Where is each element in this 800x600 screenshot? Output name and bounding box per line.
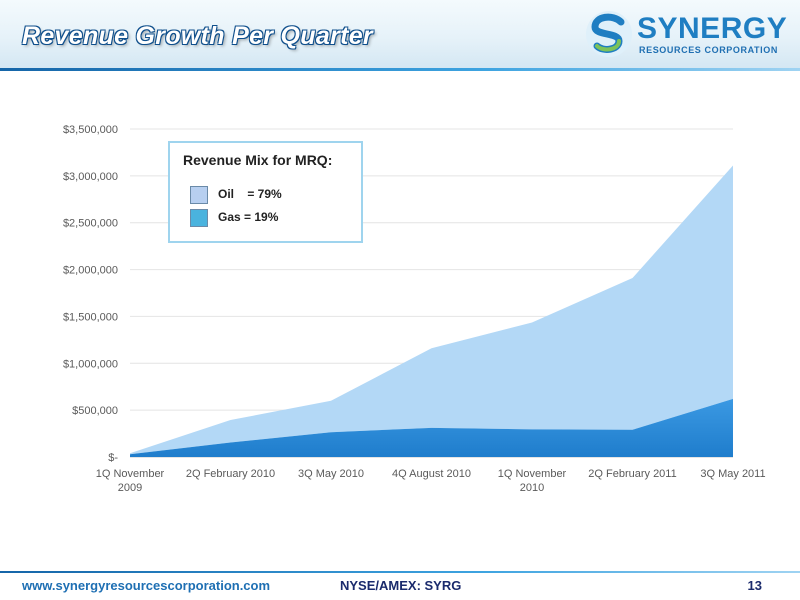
- legend-label-oil: Oil = 79%: [218, 187, 282, 201]
- area-series: [130, 165, 733, 457]
- website-link[interactable]: www.synergyresourcescorporation.com: [22, 578, 271, 593]
- x-tick-label: 1Q November 2009: [96, 468, 165, 494]
- x-axis-ticks: 1Q November 2009 2Q February 2010 3Q May 20…: [96, 468, 766, 494]
- revenue-mix-legend: Revenue Mix for MRQ: Oil = 79% Gas = 19%: [168, 141, 363, 243]
- x-tick-label: 3Q May 2010: [298, 468, 364, 480]
- x-tick-label: 1Q November 2010: [498, 468, 567, 494]
- logo-subtitle: RESOURCES CORPORATION: [639, 45, 778, 55]
- revenue-chart: $- $500,000 $1,000,000 $1,500,000 $2,000,000…: [0, 80, 800, 520]
- legend-swatch-gas: [190, 209, 208, 227]
- y-tick-label: $-: [108, 452, 118, 464]
- page-number: 13: [747, 578, 762, 593]
- y-tick-label: $3,500,000: [63, 124, 118, 136]
- x-tick-label: 4Q August 2010: [392, 468, 471, 480]
- footer-divider: [0, 571, 800, 573]
- x-tick-label: 2Q February 2011: [588, 468, 676, 480]
- y-tick-label: $2,500,000: [63, 218, 118, 230]
- slide-header: Revenue Growth Per Quarter SYNERGY RESOU…: [0, 0, 800, 68]
- y-axis-ticks: $- $500,000 $1,000,000 $1,500,000 $2,000,000…: [63, 124, 118, 464]
- y-tick-label: $1,500,000: [63, 311, 118, 323]
- legend-label-gas: Gas = 19%: [218, 210, 279, 224]
- y-tick-label: $3,000,000: [63, 171, 118, 183]
- y-tick-label: $500,000: [72, 405, 118, 417]
- logo-name: SYNERGY: [637, 12, 788, 45]
- y-tick-label: $2,000,000: [63, 265, 118, 277]
- gas-area: [130, 398, 733, 457]
- header-divider: [0, 68, 800, 71]
- x-tick-label: 3Q May 2011: [700, 468, 765, 480]
- stock-ticker: NYSE/AMEX: SYRG: [340, 578, 462, 593]
- synergy-swirl-icon: [586, 11, 632, 57]
- legend-title: Revenue Mix for MRQ:: [183, 152, 333, 168]
- legend-swatch-oil: [190, 186, 208, 204]
- x-tick-label: 2Q February 2010: [186, 468, 275, 480]
- y-tick-label: $1,000,000: [63, 358, 118, 370]
- oil-area: [130, 165, 733, 455]
- chart-canvas: $- $500,000 $1,000,000 $1,500,000 $2,000,000…: [63, 124, 766, 494]
- slide-title: Revenue Growth Per Quarter: [22, 22, 373, 50]
- company-logo: SYNERGY RESOURCES CORPORATION: [583, 8, 787, 60]
